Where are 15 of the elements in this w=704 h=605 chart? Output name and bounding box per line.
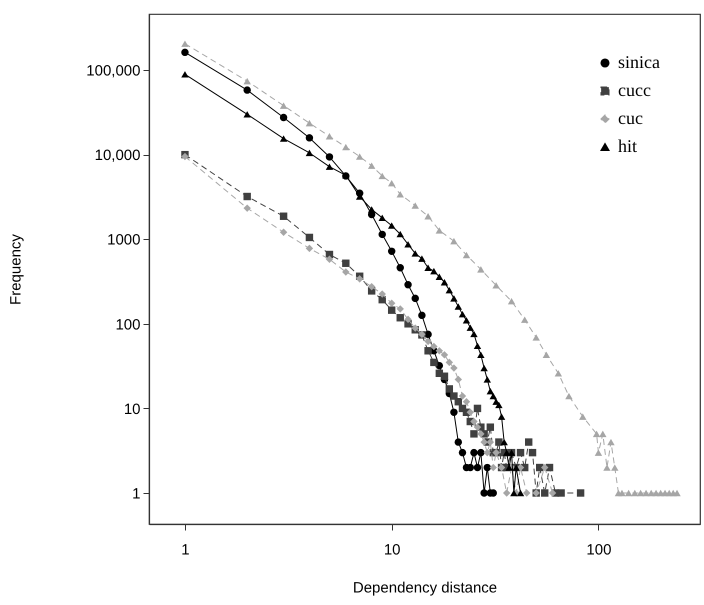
legend-label: cucc bbox=[618, 80, 651, 100]
legend-label: cuc bbox=[618, 108, 643, 128]
y-tick-label: 1 bbox=[132, 485, 140, 502]
y-axis-title: Frequency bbox=[8, 234, 24, 305]
x-tick-label: 100 bbox=[586, 542, 612, 558]
legend-label: sinica bbox=[618, 52, 660, 72]
x-tick-label: 1 bbox=[181, 542, 190, 558]
y-tick-label: 10 bbox=[124, 400, 140, 418]
y-tick-label: 100 bbox=[115, 316, 140, 334]
legend-label: hit bbox=[618, 136, 638, 156]
x-axis-title: Dependency distance bbox=[352, 580, 498, 596]
y-tick-label: 1000 bbox=[107, 232, 140, 249]
y-tick-label: 10,000 bbox=[94, 147, 140, 164]
y-tick-label: 100,000 bbox=[86, 62, 140, 80]
x-tick-label: 10 bbox=[384, 542, 401, 558]
